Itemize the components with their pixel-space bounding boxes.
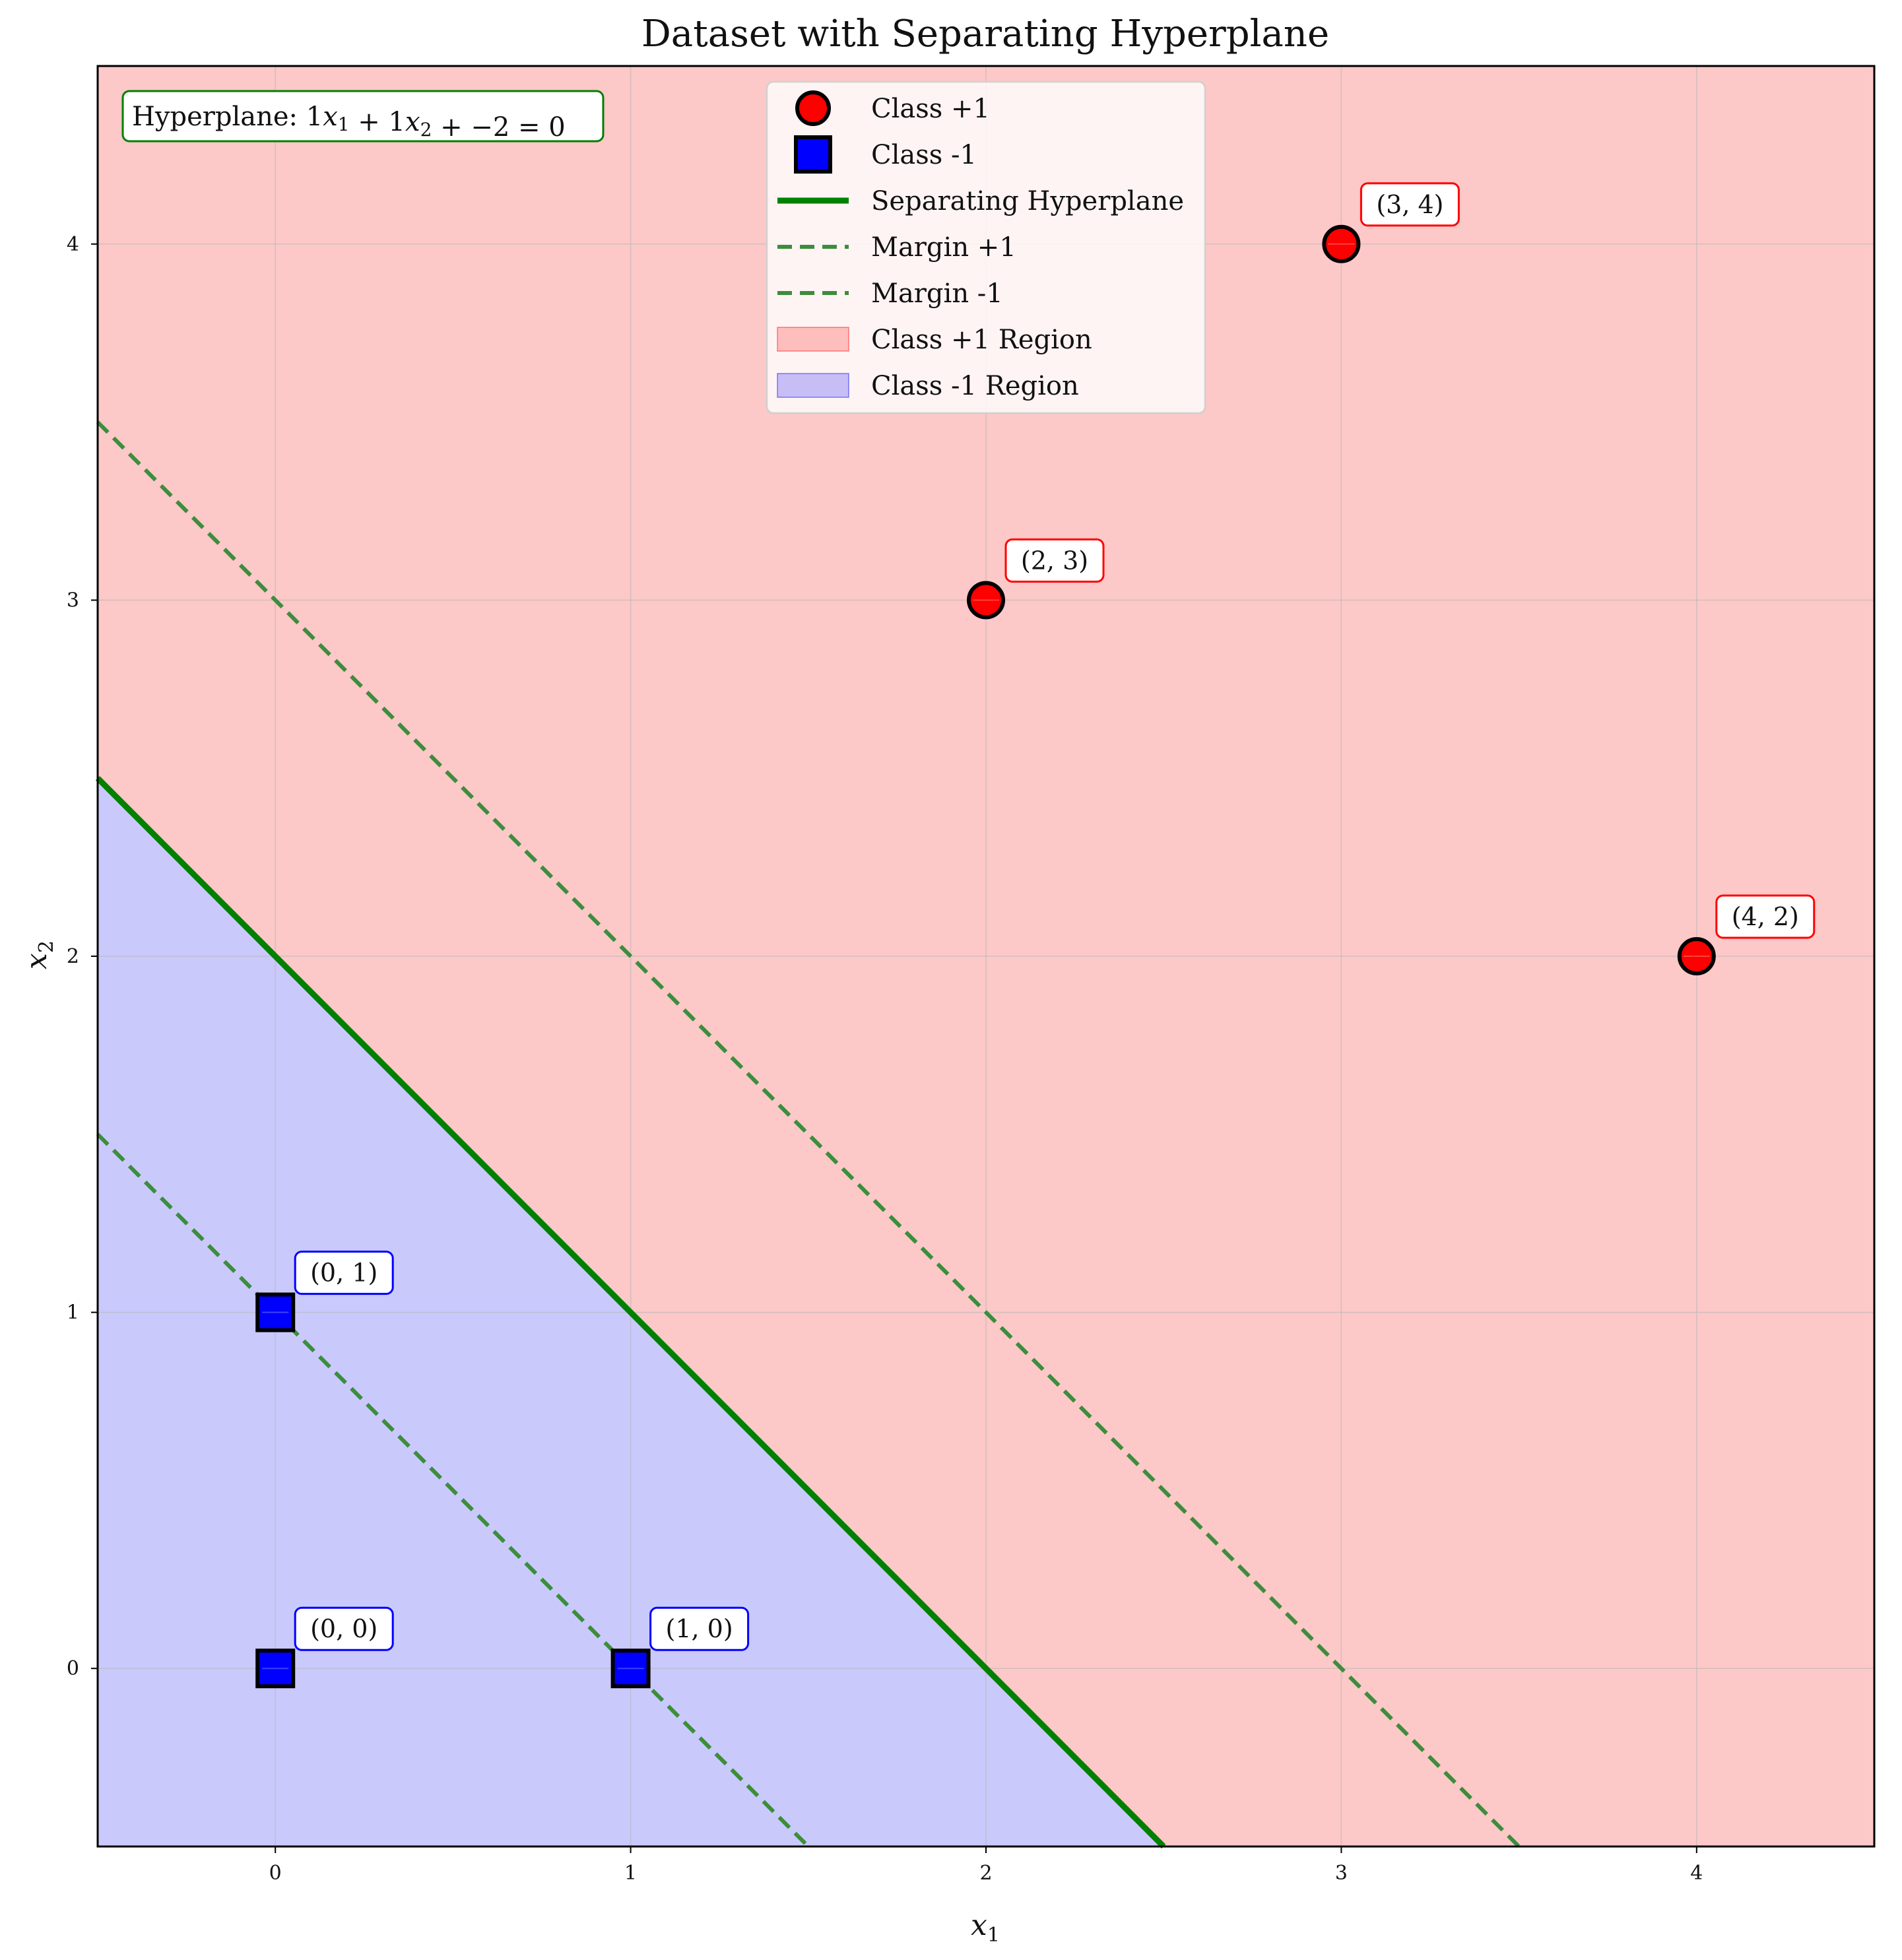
margin-minus-line — [96, 1132, 810, 1848]
point-label: (0, 0) — [294, 1606, 394, 1651]
legend-patch-marker — [777, 327, 849, 352]
x-tick-label: 4 — [1690, 1862, 1703, 1885]
point-label: (1, 0) — [649, 1606, 750, 1651]
axis-ticks: 0 1 2 3 4 0 1 2 3 4 — [67, 233, 1703, 1885]
point-labels: (2, 3) (3, 4) (4, 2) (0, 0) (0, 1) (1, 0) — [294, 182, 1816, 1651]
point-label-box — [1004, 538, 1105, 583]
x-tick-label: 0 — [269, 1862, 282, 1885]
point-negative — [255, 1649, 296, 1689]
legend-label: Class +1 — [871, 94, 990, 124]
hyperplane-line — [95, 776, 1166, 1849]
point-label-box — [649, 1606, 750, 1651]
point-label-box — [294, 1606, 394, 1651]
legend-item: Separating Hyperplane — [777, 186, 1184, 216]
point-label-box — [294, 1251, 394, 1295]
legend-item: Margin -1 — [777, 278, 1003, 309]
x-tick-label: 3 — [1335, 1862, 1348, 1885]
legend-item: Class +1 Region — [777, 325, 1092, 355]
legend-label: Separating Hyperplane — [871, 186, 1184, 216]
point-negative — [255, 1292, 296, 1332]
point-label: (2, 3) — [1004, 538, 1105, 583]
point-label: (4, 2) — [1715, 894, 1816, 939]
equation-text: Hyperplane: 1x1 + 1x2 + −2 = 0 — [132, 102, 566, 143]
point-label-text: (2, 3) — [1021, 546, 1088, 575]
hyperplane-lines — [95, 420, 1521, 1849]
point-label: (0, 1) — [294, 1251, 394, 1295]
legend: Class +1 Class -1 Separating Hyperplane Mar… — [766, 81, 1206, 414]
x-axis-label: x1 — [971, 1909, 1000, 1947]
legend-item: Class -1 — [794, 135, 977, 174]
point-label-box — [1360, 182, 1460, 227]
point-label-text: (1, 0) — [666, 1614, 733, 1643]
point-label: (3, 4) — [1360, 182, 1460, 227]
legend-circle-marker — [795, 90, 831, 126]
point-label-text: (0, 1) — [310, 1258, 377, 1288]
data-points — [255, 224, 1716, 1689]
y-tick-label: 3 — [67, 589, 79, 612]
equation-box — [121, 90, 605, 143]
y-tick-label: 0 — [67, 1657, 79, 1680]
point-label-text: (4, 2) — [1732, 902, 1799, 931]
point-negative — [610, 1649, 651, 1689]
y-tick-label: 2 — [67, 945, 79, 968]
legend-square-marker — [794, 135, 832, 174]
point-positive — [967, 581, 1005, 620]
hyperplane-equation-box: Hyperplane: 1x1 + 1x2 + −2 = 0 — [121, 90, 605, 143]
legend-box — [766, 81, 1206, 414]
chart-title: Dataset with Separating Hyperplane — [641, 13, 1329, 55]
point-label-text: (3, 4) — [1376, 190, 1443, 219]
point-label-text: (0, 0) — [310, 1614, 377, 1643]
legend-label: Class -1 — [871, 140, 977, 170]
y-tick-label: 1 — [67, 1301, 79, 1324]
legend-label: Class -1 Region — [871, 371, 1079, 401]
legend-item: Class +1 — [795, 90, 990, 126]
point-label-box — [1715, 894, 1816, 939]
y-tick-label: 4 — [67, 233, 79, 256]
y-axis-label: x2 — [20, 940, 58, 969]
legend-item: Margin +1 — [777, 232, 1016, 263]
legend-item: Class -1 Region — [777, 371, 1079, 401]
x-tick-label: 1 — [624, 1862, 637, 1885]
legend-label: Margin -1 — [871, 278, 1003, 309]
legend-patch-marker — [777, 373, 849, 398]
x-tick-label: 2 — [979, 1862, 992, 1885]
legend-label: Class +1 Region — [871, 325, 1092, 355]
legend-label: Margin +1 — [871, 232, 1016, 263]
point-positive — [1677, 937, 1716, 975]
point-positive — [1322, 224, 1361, 263]
